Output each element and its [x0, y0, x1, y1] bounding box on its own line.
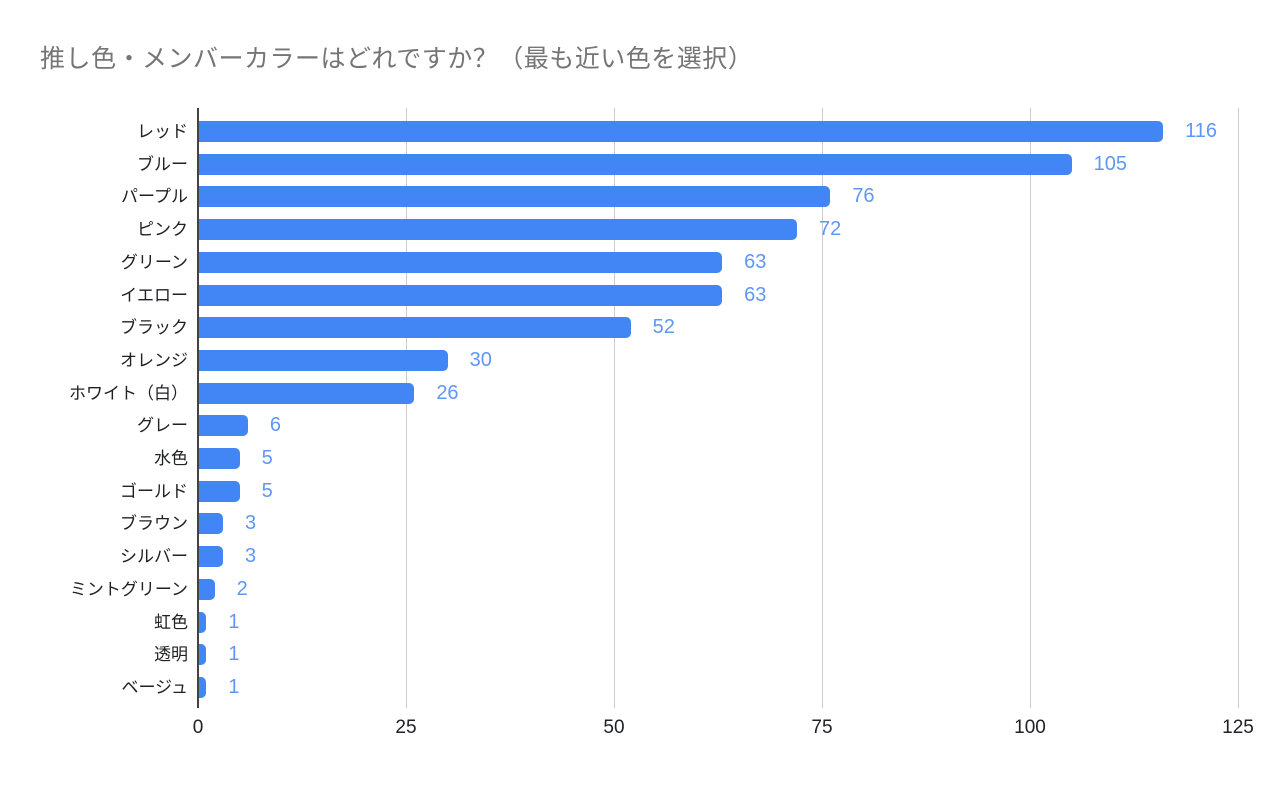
bar-value-label: 63	[744, 250, 767, 273]
bar-value-label: 5	[261, 479, 273, 502]
x-tick-label: 0	[192, 717, 204, 738]
category-label: レッド	[137, 122, 188, 141]
bar	[198, 578, 215, 600]
bar	[198, 415, 248, 437]
category-label: グリーン	[120, 252, 188, 272]
bar	[198, 317, 631, 339]
x-tick-label: 25	[395, 717, 417, 738]
bar-value-label: 1	[228, 643, 240, 666]
category-label: ブラック	[120, 318, 188, 338]
category-label: ベージュ	[121, 677, 188, 697]
bar-value-label: 3	[244, 512, 257, 535]
category-label: シルバー	[120, 547, 188, 567]
bar-value-label: 30	[469, 348, 492, 371]
bar	[198, 382, 415, 404]
gridline	[1238, 108, 1239, 708]
plot-area: 116 105 76 72 63 63 52 30 26 6 5 5 3 3 2 1 1 1	[197, 108, 1239, 708]
bar	[198, 251, 723, 273]
x-tick-label: 125	[1222, 717, 1254, 738]
category-label: ブラウン	[120, 514, 188, 534]
category-label: ゴールド	[120, 481, 188, 501]
bar-value-label: 3	[244, 545, 257, 568]
category-label: オレンジ	[120, 350, 188, 370]
category-label: 水色	[154, 449, 188, 468]
bar	[198, 284, 723, 306]
category-label: 虹色	[154, 612, 188, 632]
x-tick-label: 75	[811, 717, 833, 738]
bar-value-label: 76	[852, 185, 875, 208]
bar-value-label: 63	[744, 283, 767, 306]
category-label: ホワイト（白）	[69, 383, 188, 403]
bar-value-label: 52	[652, 316, 675, 339]
y-axis-line	[197, 108, 199, 708]
gridline	[406, 108, 407, 708]
bar	[198, 546, 223, 568]
category-label: グレー	[137, 416, 188, 436]
x-tick-label: 50	[603, 717, 625, 738]
bar-value-label: 2	[236, 577, 248, 600]
gridline	[822, 108, 823, 708]
chart-title: 推し色・メンバーカラーはどれですか？（最も近い色を選択）	[40, 45, 754, 73]
category-label: パープル	[121, 187, 188, 207]
category-label: イエロー	[120, 285, 188, 305]
x-tick-label: 100	[1014, 717, 1046, 738]
bar-value-label: 26	[436, 381, 459, 404]
bar	[198, 121, 1164, 142]
category-label: ブルー	[137, 154, 188, 174]
category-label: ミントグリーン	[69, 579, 188, 599]
bar	[198, 480, 240, 502]
bar-value-label: 72	[819, 218, 842, 241]
bar	[198, 448, 240, 469]
bar-value-label: 1	[228, 610, 240, 633]
bar	[198, 349, 448, 371]
category-label: 透明	[154, 645, 188, 665]
bar	[198, 644, 207, 666]
bar	[198, 219, 798, 241]
bar	[198, 611, 207, 633]
bar	[198, 153, 1072, 175]
category-axis-labels: レッドブルーパープルピンクグリーンイエローブラックオレンジホワイト（白） グレー水…	[0, 0, 188, 791]
bar	[198, 186, 831, 208]
bar-value-label: 6	[269, 414, 282, 437]
bar	[198, 676, 207, 698]
bar-value-label: 105	[1093, 152, 1127, 175]
gridline	[614, 108, 615, 708]
bar-value-label: 5	[261, 447, 273, 469]
value-axis-labels: 0 25 50 75 100 125	[0, 716, 1280, 744]
bar-value-label: 116	[1185, 120, 1217, 142]
bar-value-label: 1	[228, 675, 240, 698]
category-label: ピンク	[137, 220, 188, 240]
gridline	[1030, 108, 1031, 708]
bar	[198, 513, 223, 535]
